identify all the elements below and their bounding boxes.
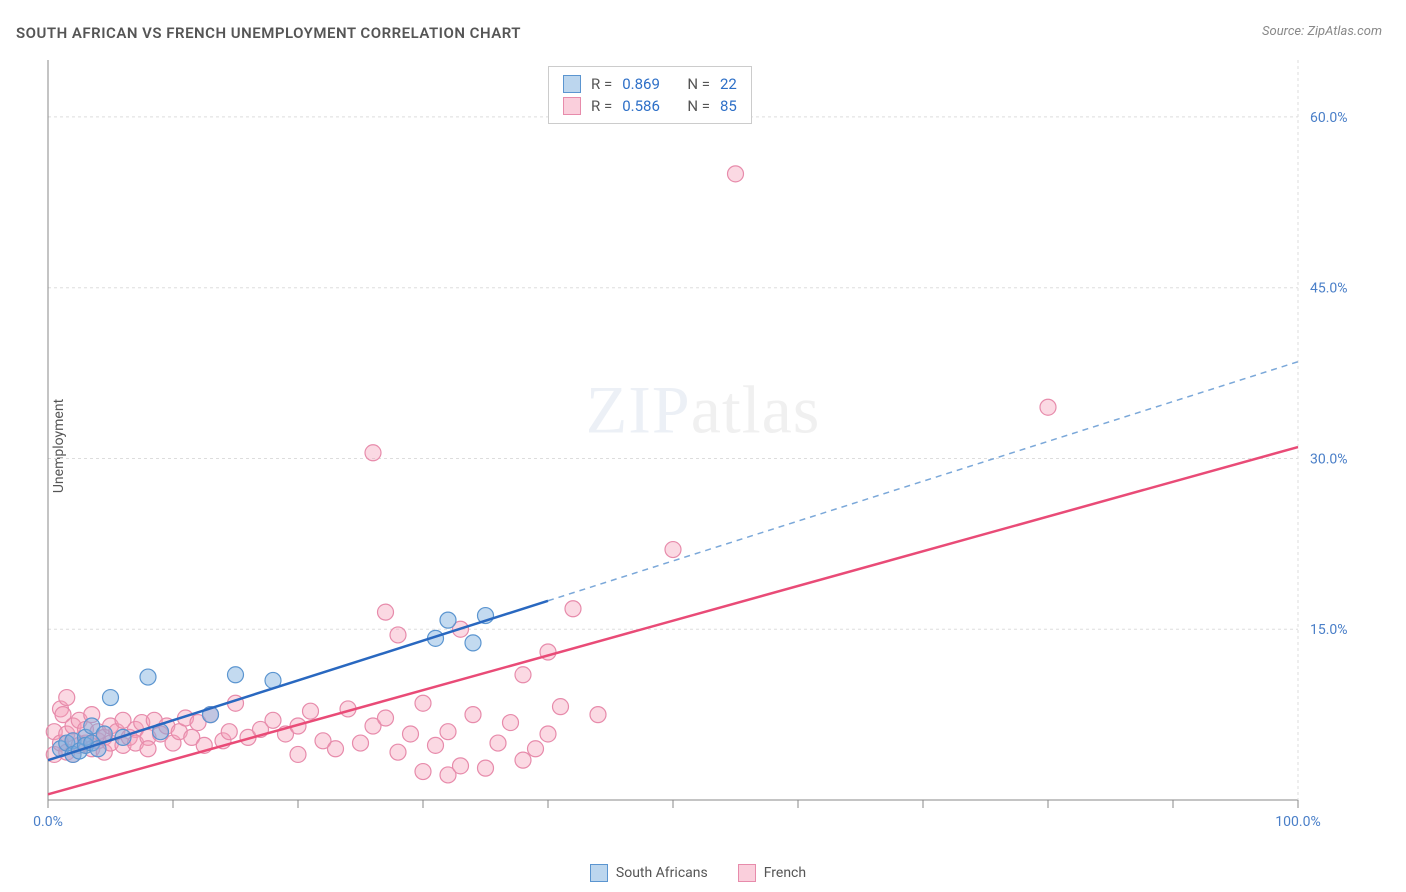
scatter-south-africans <box>53 608 494 763</box>
n-label: N = <box>687 97 710 115</box>
scatter-french <box>46 166 1056 783</box>
plot-svg: 15.0%30.0%45.0%60.0%0.0%100.0% <box>48 60 1348 830</box>
legend-label-fr: French <box>764 865 806 881</box>
source-name: ZipAtlas.com <box>1307 24 1382 39</box>
source-attribution: Source: ZipAtlas.com <box>1262 24 1382 39</box>
legend-bottom: South Africans French <box>48 864 1348 882</box>
r-value-fr: 0.586 <box>622 97 660 115</box>
chart-container: SOUTH AFRICAN VS FRENCH UNEMPLOYMENT COR… <box>0 0 1406 892</box>
n-value-sa: 22 <box>720 75 737 93</box>
svg-text:15.0%: 15.0% <box>1310 622 1348 638</box>
stats-legend-box: R = 0.869 N = 22 R = 0.586 N = 85 <box>548 66 752 124</box>
r-value-sa: 0.869 <box>622 75 660 93</box>
tick-labels: 15.0% 30.0% 45.0% 60.0% 0.0% 100.0% <box>33 110 1347 830</box>
legend-label-sa: South Africans <box>616 865 708 881</box>
swatch-blue <box>563 75 581 93</box>
legend-item-south-africans: South Africans <box>590 864 708 882</box>
n-label: N = <box>687 75 710 93</box>
svg-text:0.0%: 0.0% <box>33 814 63 830</box>
plot-area: 15.0%30.0%45.0%60.0%0.0%100.0% <box>48 60 1348 830</box>
chart-title: SOUTH AFRICAN VS FRENCH UNEMPLOYMENT COR… <box>16 24 521 42</box>
n-value-fr: 85 <box>720 97 737 115</box>
r-label: R = <box>591 75 612 93</box>
swatch-pink <box>563 97 581 115</box>
svg-text:30.0%: 30.0% <box>1310 451 1348 467</box>
stats-row-south-africans: R = 0.869 N = 22 <box>563 73 737 95</box>
svg-text:60.0%: 60.0% <box>1310 110 1348 126</box>
r-label: R = <box>591 97 612 115</box>
legend-item-french: French <box>738 864 806 882</box>
svg-text:100.0%: 100.0% <box>1275 814 1320 830</box>
source-label: Source: <box>1262 24 1304 39</box>
svg-text:45.0%: 45.0% <box>1310 281 1348 297</box>
swatch-pink-icon <box>738 864 756 882</box>
stats-row-french: R = 0.586 N = 85 <box>563 95 737 117</box>
swatch-blue-icon <box>590 864 608 882</box>
